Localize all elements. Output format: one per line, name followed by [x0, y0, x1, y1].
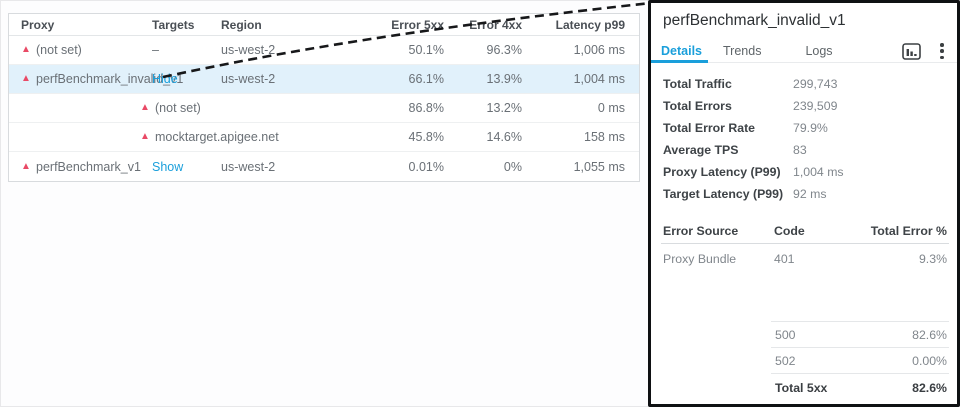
proxy-name: perfBenchmark_invalid_v1 — [36, 72, 184, 86]
table-row-perfBenchmark-v1[interactable]: ▲ perfBenchmark_v1 Show us-west-2 0.01% … — [9, 152, 639, 181]
stat-total-error-rate: Total Error Rate 79.9% — [651, 117, 957, 139]
proxy-cell: ▲ perfBenchmark_invalid_v1 — [9, 72, 183, 86]
tab-trends[interactable]: Trends — [723, 44, 762, 58]
target-cell: ▲ mocktarget.apigee.net — [140, 130, 326, 144]
error-code: 500 — [775, 327, 796, 342]
error-table-header-divider — [661, 243, 949, 244]
stat-label: Total Traffic — [663, 77, 732, 91]
stat-label: Average TPS — [663, 143, 739, 157]
error5xx-cell: 0.01% — [408, 159, 444, 174]
error4xx-cell: 96.3% — [486, 43, 522, 57]
stat-value: 92 ms — [793, 187, 827, 201]
error-row-500: 500 82.6% — [771, 321, 949, 347]
error5xx-cell: 45.8% — [408, 130, 444, 144]
stat-target-latency: Target Latency (P99) 92 ms — [651, 183, 957, 205]
warning-triangle-icon: ▲ — [21, 44, 31, 55]
stat-label: Total Error Rate — [663, 121, 756, 135]
hide-targets-link[interactable]: Hide — [152, 72, 178, 86]
table-row-target-mocktarget[interactable]: ▲ mocktarget.apigee.net 45.8% 14.6% 158 … — [9, 123, 639, 152]
column-header-error-source: Error Source — [663, 224, 739, 238]
error4xx-cell: 0% — [503, 159, 522, 174]
warning-triangle-icon: ▲ — [140, 131, 150, 142]
error-row-total-5xx: Total 5xx 82.6% — [771, 373, 949, 401]
column-header-error5xx: Error 5xx — [391, 17, 444, 32]
error-pct: 9.3% — [918, 252, 947, 266]
error-pct: 0.00% — [912, 353, 947, 368]
target-name: (not set) — [155, 101, 201, 115]
total-5xx-label: Total 5xx — [775, 380, 828, 395]
region-cell: us-west-2 — [221, 43, 276, 57]
show-targets-link[interactable]: Show — [152, 159, 184, 174]
column-header-error4xx: Error 4xx — [469, 17, 522, 32]
proxy-cell: ▲ (not set) — [9, 43, 152, 57]
total-5xx-pct: 82.6% — [912, 380, 947, 395]
proxy-name: perfBenchmark_v1 — [36, 159, 141, 174]
targets-cell: Hide — [152, 72, 221, 86]
panel-title: perfBenchmark_invalid_v1 — [663, 12, 846, 29]
error-row-502: 502 0.00% — [771, 347, 949, 373]
error5xx-cell: 66.1% — [408, 72, 444, 86]
latency-cell: 1,006 ms — [573, 43, 625, 57]
proxy-name: (not set) — [36, 43, 82, 57]
stat-value: 239,509 — [793, 99, 838, 113]
error4xx-cell: 14.6% — [486, 130, 522, 144]
error-source: Proxy Bundle — [663, 252, 737, 266]
region-cell: us-west-2 — [221, 159, 276, 174]
stat-label: Target Latency (P99) — [663, 187, 784, 201]
column-header-targets: Targets — [152, 17, 195, 32]
stat-total-traffic: Total Traffic 299,743 — [651, 73, 957, 95]
table-row-target-not-set[interactable]: ▲ (not set) 86.8% 13.2% 0 ms — [9, 94, 639, 123]
proxy-table-header: Proxy Targets Region Error 5xx Error 4xx… — [9, 14, 639, 36]
stat-proxy-latency: Proxy Latency (P99) 1,004 ms — [651, 161, 957, 183]
targets-cell: Show — [152, 160, 221, 174]
bar-chart-icon[interactable] — [902, 43, 921, 60]
stat-label: Total Errors — [663, 99, 732, 113]
region-cell: us-west-2 — [221, 72, 276, 86]
error5xx-cell: 86.8% — [408, 101, 444, 115]
targets-cell: – — [152, 43, 159, 57]
error-row-401: Proxy Bundle 401 9.3% — [663, 252, 947, 266]
stat-value: 1,004 ms — [793, 165, 844, 179]
kebab-menu-icon[interactable] — [940, 43, 944, 59]
column-header-code: Code — [774, 224, 805, 238]
latency-cell: 1,055 ms — [573, 159, 625, 174]
warning-triangle-icon: ▲ — [140, 102, 150, 113]
column-header-latency: Latency p99 — [555, 17, 625, 32]
stat-label: Proxy Latency (P99) — [663, 165, 781, 179]
active-tab-underline — [651, 60, 708, 63]
stat-total-errors: Total Errors 239,509 — [651, 95, 957, 117]
error4xx-cell: 13.2% — [486, 101, 522, 115]
error4xx-cell: 13.9% — [486, 72, 522, 86]
warning-triangle-icon: ▲ — [21, 160, 31, 172]
detail-panel: perfBenchmark_invalid_v1 Details Trends … — [648, 0, 960, 407]
error-table-header: Error Source Code Total Error % — [663, 224, 947, 238]
stat-value: 79.9% — [793, 121, 828, 135]
column-header-proxy: Proxy — [21, 17, 55, 32]
error-code: 401 — [774, 252, 795, 266]
target-name: mocktarget.apigee.net — [155, 130, 279, 144]
tab-details[interactable]: Details — [661, 44, 702, 58]
latency-cell: 1,004 ms — [573, 72, 625, 86]
table-row-perfBenchmark-invalid-v1[interactable]: ▲ perfBenchmark_invalid_v1 Hide us-west-… — [9, 65, 639, 94]
proxy-cell: ▲ perfBenchmark_v1 — [9, 160, 152, 174]
latency-cell: 158 ms — [584, 130, 625, 144]
error-code: 502 — [775, 353, 796, 368]
column-header-total-error-pct: Total Error % — [870, 224, 947, 238]
details-stats: Total Traffic 299,743 Total Errors 239,5… — [651, 73, 957, 205]
stat-value: 83 — [793, 143, 807, 157]
warning-triangle-icon: ▲ — [21, 73, 31, 84]
stat-value: 299,743 — [793, 77, 838, 91]
column-header-region: Region — [221, 17, 262, 32]
stat-average-tps: Average TPS 83 — [651, 139, 957, 161]
error5xx-cell: 50.1% — [408, 43, 444, 57]
proxy-table: Proxy Targets Region Error 5xx Error 4xx… — [8, 13, 640, 182]
latency-cell: 0 ms — [597, 101, 625, 115]
table-row-not-set[interactable]: ▲ (not set) – us-west-2 50.1% 96.3% 1,00… — [9, 36, 639, 65]
error-pct: 82.6% — [912, 327, 947, 342]
target-cell: ▲ (not set) — [140, 101, 326, 115]
tab-divider — [651, 62, 957, 63]
tab-logs[interactable]: Logs — [805, 44, 833, 58]
panel-tabbar: Details Trends Logs — [651, 40, 957, 62]
